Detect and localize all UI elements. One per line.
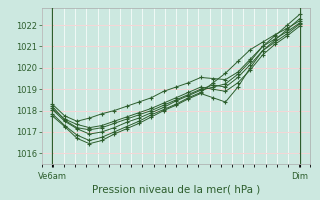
X-axis label: Pression niveau de la mer( hPa ): Pression niveau de la mer( hPa ) (92, 185, 260, 195)
